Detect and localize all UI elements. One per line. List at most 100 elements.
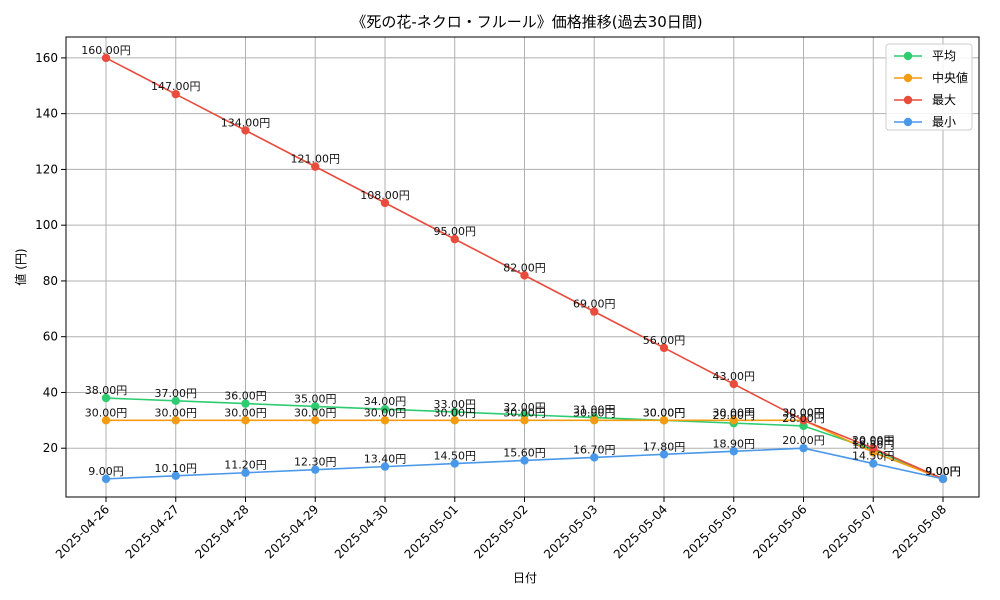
y-tick-label: 40 (43, 385, 58, 399)
data-label: 9.00円 (925, 465, 961, 478)
data-point (659, 343, 669, 353)
x-tick-label: 2025-04-26 (53, 502, 112, 561)
data-label: 20.00円 (852, 434, 895, 447)
data-label: 18.90円 (713, 437, 756, 450)
data-label: 11.20円 (224, 459, 267, 472)
data-label: 9.00円 (88, 465, 124, 478)
data-label: 29.00円 (713, 409, 756, 422)
data-label: 30.00円 (573, 406, 616, 419)
data-label: 37.00円 (155, 387, 198, 400)
y-axis-label: 値 (円) (13, 248, 28, 285)
data-label: 16.70円 (573, 443, 616, 456)
legend-marker (903, 51, 913, 61)
data-label: 108.00円 (360, 189, 410, 202)
data-label: 32.00円 (503, 401, 546, 414)
y-tick-label: 20 (43, 441, 58, 455)
data-label: 30.00円 (713, 406, 756, 419)
data-label: 56.00円 (643, 334, 686, 347)
legend-label: 最大 (932, 93, 956, 107)
data-point (520, 271, 529, 280)
data-point (729, 416, 738, 425)
data-point (171, 416, 180, 425)
data-label: 14.50円 (852, 450, 895, 463)
series-group (101, 53, 948, 484)
data-label: 30.00円 (503, 406, 546, 419)
data-point (101, 416, 111, 425)
data-label: 31.00円 (573, 404, 616, 417)
data-point (101, 53, 111, 63)
data-point (799, 416, 808, 425)
legend-label: 中央値 (932, 70, 968, 85)
data-point (241, 416, 250, 425)
data-label: 121.00円 (291, 153, 341, 166)
x-tick-label: 2025-04-30 (332, 502, 391, 561)
legend-label: 最小 (932, 115, 956, 129)
data-label: 9.00円 (925, 465, 961, 478)
data-label: 15.60円 (503, 446, 546, 459)
data-point (520, 456, 529, 465)
data-point (171, 89, 180, 99)
data-point (729, 379, 738, 389)
data-point (659, 450, 669, 459)
data-point (241, 468, 250, 477)
data-point (380, 404, 390, 414)
data-label: 10.10円 (155, 462, 198, 475)
data-point (311, 416, 320, 425)
data-point (590, 307, 599, 316)
data-label: 82.00円 (503, 261, 546, 274)
data-label: 30.00円 (364, 406, 407, 419)
data-point (380, 462, 390, 471)
y-tick-label: 160 (35, 51, 58, 65)
data-label: 30.00円 (434, 406, 477, 419)
y-tick-label: 80 (43, 274, 58, 288)
legend-box (885, 43, 973, 131)
data-label: 30.00円 (294, 406, 337, 419)
legend-marker (903, 73, 913, 83)
data-point (450, 234, 459, 244)
data-point (380, 198, 390, 208)
x-tick-label: 2025-05-02 (471, 502, 530, 561)
y-tick-label: 120 (35, 162, 58, 176)
data-label: 30.00円 (224, 406, 267, 419)
legend-marker (903, 117, 913, 127)
y-tick-label: 100 (35, 218, 58, 232)
x-tick-label: 2025-04-29 (262, 502, 321, 561)
data-label: 33.00円 (434, 398, 477, 411)
data-point (450, 416, 459, 425)
data-label: 34.00円 (364, 395, 407, 408)
y-tick-label: 140 (35, 107, 58, 121)
data-label: 12.30円 (294, 456, 337, 469)
data-point (799, 444, 808, 453)
data-label: 69.00円 (573, 298, 616, 311)
data-label: 30.00円 (643, 406, 686, 419)
data-label: 30.00円 (643, 406, 686, 419)
data-label: 38.00円 (85, 384, 128, 397)
data-point (450, 407, 459, 417)
data-label: 147.00円 (151, 80, 201, 93)
data-point (450, 459, 459, 468)
data-point (729, 447, 738, 456)
data-point (869, 444, 878, 453)
x-tick-label: 2025-04-28 (192, 502, 251, 561)
data-label: 30.00円 (782, 406, 825, 419)
data-label: 134.00円 (221, 116, 271, 129)
data-label: 19.50円 (852, 436, 895, 449)
data-label: 9.00円 (925, 465, 961, 478)
data-labels: 38.00円 37.00円 36.00円 35.00円 34.00円 33.00円 32.0… (81, 44, 961, 478)
x-axis-label: 日付 (513, 571, 537, 585)
x-tick-label: 2025-05-01 (402, 502, 461, 561)
data-label: 30.00円 (782, 406, 825, 419)
data-point (311, 402, 320, 411)
legend-label: 平均 (932, 49, 956, 63)
x-tick-label: 2025-05-07 (820, 502, 879, 561)
data-point (659, 416, 669, 425)
data-point (311, 162, 320, 171)
x-tick-label: 2025-04-27 (123, 502, 182, 561)
data-point (520, 416, 529, 425)
data-label: 35.00円 (294, 392, 337, 405)
x-tick-label: 2025-05-05 (681, 502, 740, 561)
data-label: 36.00円 (224, 390, 267, 403)
plot-area (65, 36, 980, 498)
